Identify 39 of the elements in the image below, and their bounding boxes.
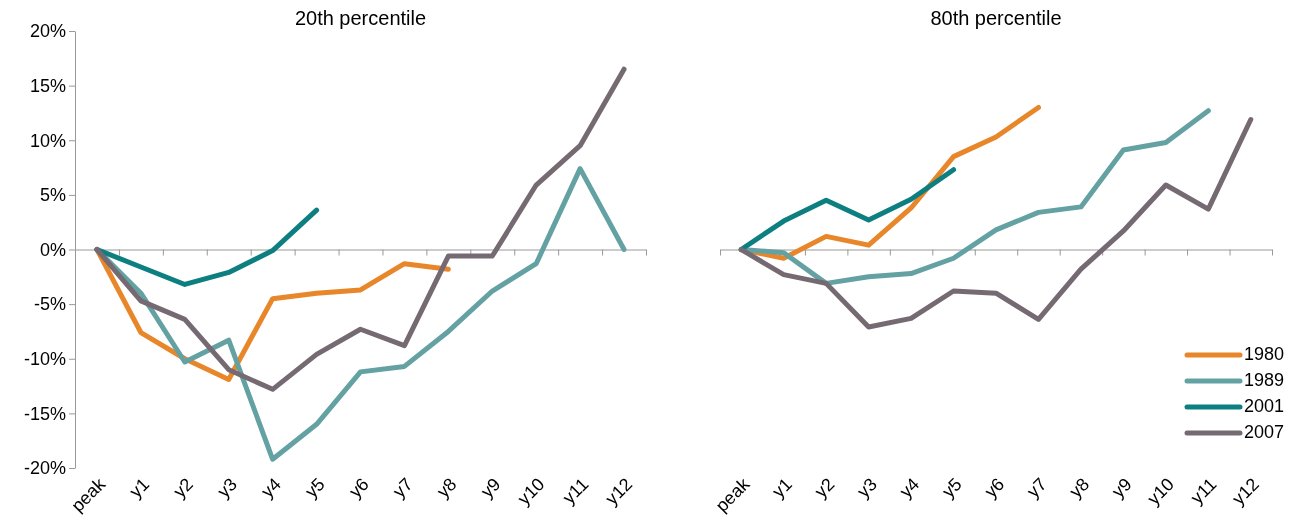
- x-tick-label: y1: [125, 474, 154, 502]
- x-tick-label: y9: [1107, 474, 1136, 502]
- y-tick-label: -5%: [33, 294, 66, 315]
- x-tick-label: y12: [1228, 474, 1263, 509]
- y-tick-label: 0%: [39, 239, 66, 260]
- x-tick-label: y6: [980, 474, 1009, 502]
- x-tick-label: y12: [601, 474, 637, 509]
- legend-label: 1980: [1244, 343, 1285, 364]
- x-tick-label: y4: [895, 474, 924, 502]
- x-tick-label: y2: [810, 474, 839, 502]
- x-tick-label: y7: [1023, 474, 1051, 502]
- x-tick-label: y9: [476, 474, 505, 502]
- x-tick-label: y10: [513, 474, 549, 509]
- legend-label: 2001: [1244, 395, 1285, 416]
- x-tick-label: y6: [345, 474, 373, 502]
- x-tick-label: y8: [1065, 474, 1094, 502]
- chart-title: 80th percentile: [930, 7, 1062, 29]
- y-tick-label: 5%: [39, 185, 66, 206]
- y-tick-label: 15%: [29, 75, 66, 96]
- chart-title: 20th percentile: [294, 7, 427, 29]
- x-tick-label: y1: [768, 474, 796, 502]
- y-tick-label: 20%: [29, 21, 66, 42]
- legend-label: 1989: [1244, 369, 1285, 390]
- x-tick-label: y3: [213, 474, 241, 502]
- x-tick-label: y5: [938, 474, 966, 502]
- x-tick-label: y10: [1143, 474, 1179, 509]
- y-tick-label: -20%: [23, 458, 66, 479]
- legend-label: 2007: [1244, 421, 1285, 442]
- y-tick-label: -15%: [23, 403, 66, 424]
- x-tick-label: y7: [389, 474, 417, 502]
- x-tick-label: y4: [257, 474, 285, 502]
- x-tick-label: y5: [301, 474, 329, 502]
- x-tick-label: y11: [1186, 474, 1221, 508]
- y-tick-label: 10%: [29, 130, 66, 151]
- x-tick-label: y11: [558, 474, 593, 508]
- x-tick-label: y3: [853, 474, 881, 502]
- x-tick-label: y2: [169, 474, 197, 502]
- y-tick-label: -10%: [23, 349, 66, 370]
- x-tick-label: y8: [432, 474, 461, 502]
